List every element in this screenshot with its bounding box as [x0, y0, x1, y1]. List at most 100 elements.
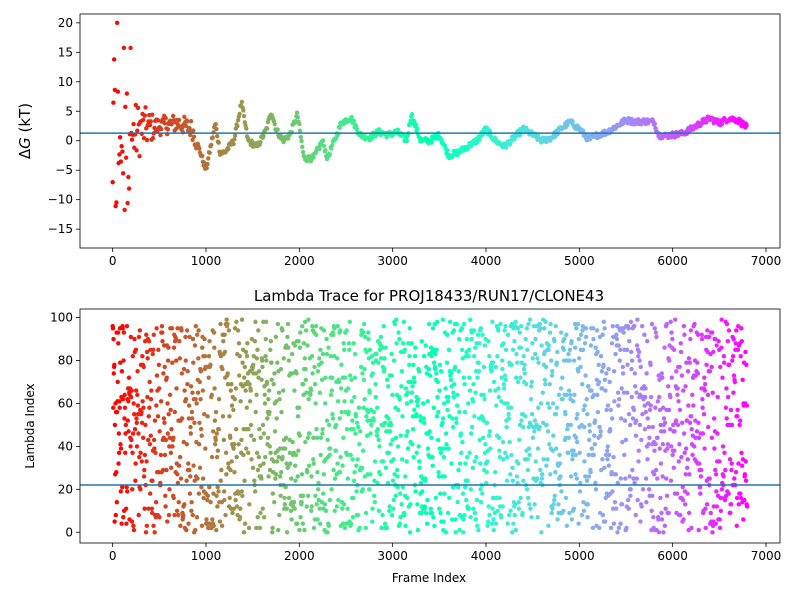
- lambda-point: [510, 465, 515, 471]
- lambda-point: [276, 454, 281, 460]
- lambda-point: [157, 429, 162, 434]
- lambda-point: [150, 478, 155, 483]
- lambda-point: [350, 457, 355, 462]
- lambda-point: [120, 326, 125, 331]
- lambda-point: [729, 461, 734, 466]
- lambda-point: [415, 527, 421, 533]
- lambda-point: [408, 399, 414, 404]
- lambda-point: [533, 459, 538, 464]
- lambda-point: [683, 446, 689, 451]
- lambda-point: [264, 379, 270, 385]
- lambda-point: [462, 484, 468, 490]
- lambda-point: [263, 454, 268, 460]
- lambda-point: [112, 519, 117, 524]
- lambda-point: [647, 435, 652, 441]
- lambda-point: [497, 448, 502, 453]
- lambda-point: [410, 384, 415, 389]
- lambda-point: [497, 495, 502, 501]
- lambda-point: [282, 495, 287, 501]
- lambda-point: [324, 418, 330, 423]
- lambda-point: [304, 504, 309, 509]
- lambda-point: [249, 336, 255, 342]
- lambda-point: [146, 339, 152, 344]
- lambda-point: [345, 506, 350, 511]
- lambda-point: [133, 347, 139, 352]
- lambda-point: [145, 394, 150, 400]
- lambda-point: [688, 328, 694, 333]
- lambda-point: [327, 452, 332, 458]
- lambda-point: [296, 448, 301, 453]
- lambda-point: [438, 491, 443, 496]
- lambda-point: [572, 321, 578, 327]
- lambda-point: [643, 409, 648, 415]
- lambda-point: [222, 332, 227, 337]
- lambda-point: [486, 504, 491, 509]
- delta-g-point: [114, 20, 120, 26]
- lambda-point: [212, 442, 218, 447]
- lambda-point: [410, 414, 416, 419]
- lambda-point: [476, 369, 482, 374]
- lambda-point: [481, 392, 486, 398]
- lambda-point: [297, 345, 303, 350]
- lambda-point: [656, 373, 661, 378]
- lambda-point: [143, 530, 149, 535]
- lambda-point: [230, 510, 235, 516]
- lambda-point: [187, 334, 192, 340]
- lambda-point: [592, 418, 598, 423]
- lambda-point: [363, 525, 368, 531]
- lambda-point: [321, 472, 326, 477]
- lambda-point: [164, 467, 169, 473]
- lambda-point: [744, 403, 750, 408]
- lambda-point: [441, 401, 447, 406]
- lambda-point: [267, 409, 272, 415]
- delta-g-point: [150, 112, 155, 117]
- lambda-point: [232, 469, 237, 475]
- lambda-point: [569, 339, 574, 344]
- lambda-point: [321, 328, 327, 333]
- lambda-point: [485, 519, 491, 524]
- lambda-point: [380, 459, 386, 464]
- lambda-point: [400, 484, 405, 490]
- lambda-point: [703, 506, 708, 511]
- lambda-point: [623, 476, 628, 481]
- lambda-point: [317, 506, 322, 511]
- lambda-point: [364, 414, 369, 419]
- lambda-point: [369, 354, 375, 359]
- lambda-point: [276, 390, 282, 395]
- lambda-point: [539, 530, 544, 535]
- lambda-point: [399, 384, 404, 389]
- lambda-point: [132, 427, 138, 432]
- lambda-point: [731, 336, 736, 342]
- delta-g-point: [185, 119, 190, 124]
- lambda-point: [478, 500, 484, 505]
- lambda-point: [508, 508, 513, 513]
- lambda-point: [529, 379, 535, 385]
- lambda-point: [510, 478, 515, 483]
- lambda-point: [521, 354, 526, 359]
- lambda-point: [690, 452, 695, 458]
- lambda-point: [588, 343, 594, 348]
- lambda-point: [638, 519, 643, 524]
- lambda-point: [735, 407, 740, 413]
- delta-g-point: [231, 141, 236, 147]
- lambda-point: [663, 506, 668, 511]
- lambda-point: [362, 396, 367, 402]
- lambda-point: [613, 351, 618, 357]
- lambda-point: [339, 362, 344, 368]
- lambda-point: [489, 521, 495, 526]
- lambda-point: [582, 403, 587, 408]
- lambda-point: [646, 442, 651, 447]
- lambda-point: [407, 354, 412, 359]
- delta-g-x-tick-label: 0: [109, 254, 117, 268]
- lambda-point: [403, 386, 409, 391]
- lambda-point: [497, 454, 503, 460]
- lambda-point: [195, 390, 201, 395]
- lambda-point: [471, 354, 477, 359]
- lambda-point: [404, 401, 410, 406]
- delta-g-point: [110, 179, 115, 185]
- lambda-point: [606, 463, 612, 468]
- lambda-point: [665, 442, 671, 447]
- lambda-point: [368, 431, 373, 436]
- lambda-point: [310, 457, 316, 462]
- lambda-point: [640, 487, 646, 492]
